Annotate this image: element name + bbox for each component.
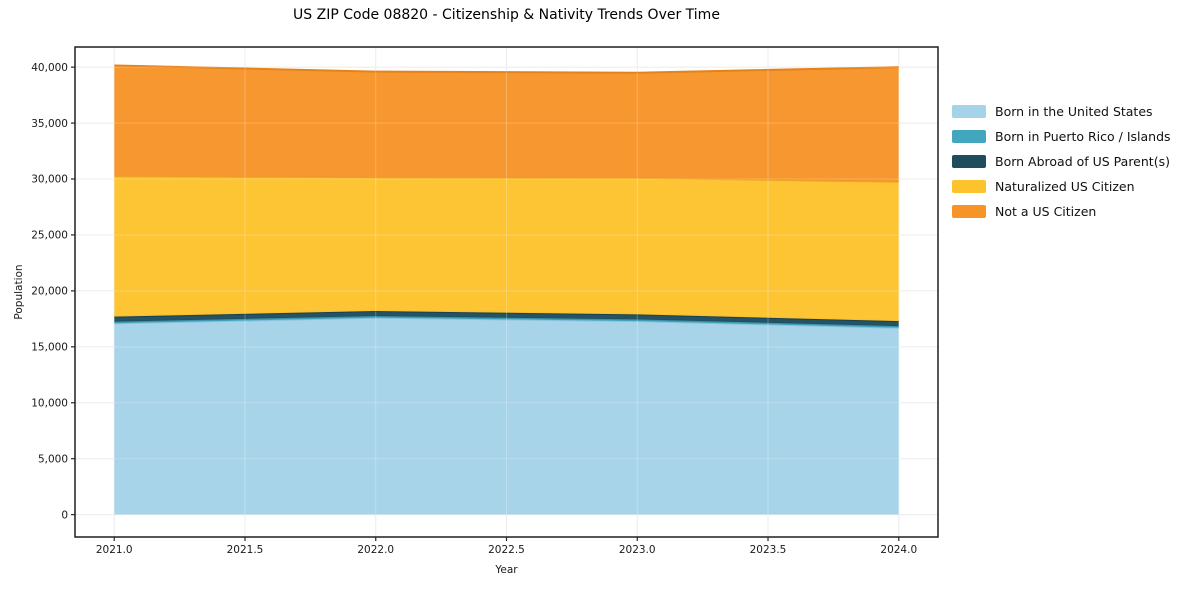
y-tick-label: 25,000 [31,230,68,242]
x-axis-label: Year [495,564,518,576]
legend-swatch-icon [952,105,986,118]
chart-title: US ZIP Code 08820 - Citizenship & Nativi… [293,7,720,23]
x-tick-label: 2021.0 [96,544,133,556]
area-series-4 [114,65,899,182]
x-tick-label: 2023.5 [750,544,787,556]
x-tick-label: 2024.0 [880,544,917,556]
legend-label: Born in Puerto Rico / Islands [995,129,1171,144]
x-tick-label: 2022.5 [488,544,525,556]
legend-swatch-icon [952,180,986,193]
legend-item: Born in Puerto Rico / Islands [952,124,1171,149]
legend-item: Not a US Citizen [952,199,1171,224]
legend-item: Born in the United States [952,99,1171,124]
y-tick-label: 5,000 [38,453,68,465]
y-tick-label: 35,000 [31,118,68,130]
area-series-4-edge [114,64,899,74]
y-tick-label: 0 [61,509,68,521]
area-series-1-edge [114,315,899,328]
y-tick-label: 30,000 [31,174,68,186]
area-series-3 [114,176,899,322]
legend-swatch-icon [952,155,986,168]
legend-label: Not a US Citizen [995,204,1097,219]
legend-swatch-icon [952,205,986,218]
legend-label: Naturalized US Citizen [995,179,1135,194]
area-series-1 [114,316,899,328]
area-series-0 [114,317,899,515]
x-tick-label: 2021.5 [227,544,264,556]
x-tick-label: 2023.0 [619,544,656,556]
legend-label: Born Abroad of US Parent(s) [995,154,1170,169]
legend-label: Born in the United States [995,104,1153,119]
y-tick-label: 20,000 [31,286,68,298]
legend-item: Naturalized US Citizen [952,174,1171,199]
legend-item: Born Abroad of US Parent(s) [952,149,1171,174]
y-tick-label: 40,000 [31,62,68,74]
legend: Born in the United States Born in Puerto … [952,99,1171,224]
y-tick-label: 15,000 [31,342,68,354]
y-axis-label: Population [13,264,25,320]
y-tick-label: 10,000 [31,397,68,409]
legend-swatch-icon [952,130,986,143]
area-series-0-edge [114,316,899,329]
area-series-2 [114,311,899,327]
x-tick-label: 2022.0 [357,544,394,556]
